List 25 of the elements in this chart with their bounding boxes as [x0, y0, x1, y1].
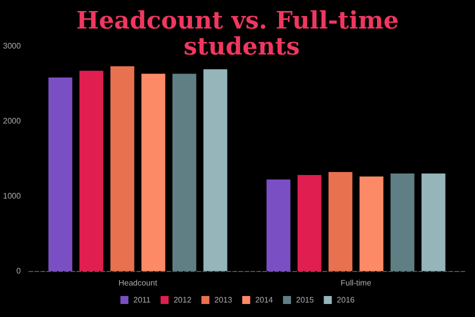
bar: [360, 176, 384, 271]
y-tick-label: 2000: [3, 116, 22, 126]
bar: [422, 174, 446, 271]
chart-title: Headcount vs. Full-time students: [76, 6, 399, 60]
x-tick-label: Full-time: [340, 278, 372, 288]
y-tick-label: 1000: [3, 192, 22, 200]
bar: [390, 174, 414, 271]
bar: [298, 175, 322, 271]
y-tick-label: 3000: [3, 42, 22, 50]
bar: [266, 180, 290, 271]
legend-label: 2013: [214, 296, 233, 304]
bar: [141, 74, 166, 271]
bar: [79, 70, 104, 271]
y-tick-label: 0: [16, 266, 22, 276]
bar: [48, 78, 72, 271]
legend-label: 2011: [133, 296, 152, 304]
bar: [203, 69, 228, 271]
bar: [328, 172, 352, 271]
legend-label: 2016: [336, 296, 356, 304]
legend-label: 2014: [255, 296, 274, 304]
legend-label: 2012: [174, 296, 192, 304]
bar: [110, 66, 134, 271]
x-tick-label: Headcount: [118, 278, 158, 288]
bar: [172, 74, 196, 271]
legend-label: 2015: [296, 296, 314, 304]
